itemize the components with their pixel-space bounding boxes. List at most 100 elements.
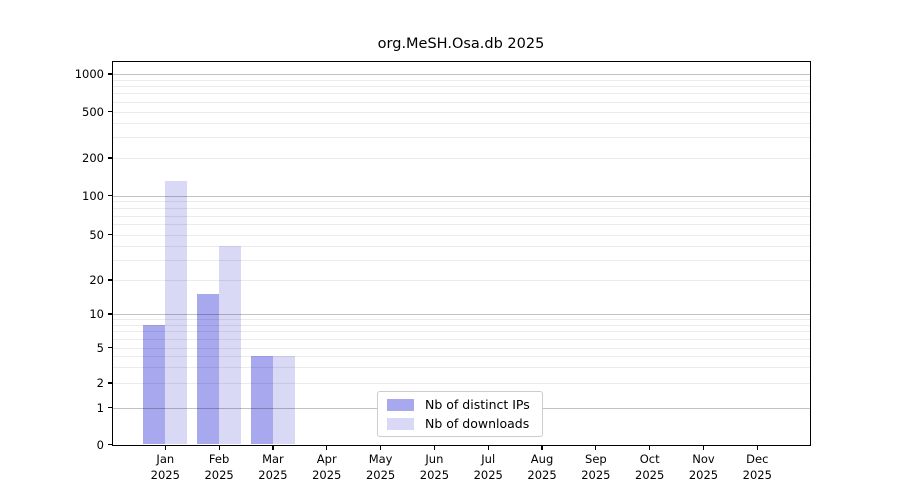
x-tick-label-jan: Jan 2025 xyxy=(137,452,193,483)
y-tick xyxy=(107,279,112,281)
x-tick-month: Jul xyxy=(481,452,496,466)
x-tick-label-nov: Nov 2025 xyxy=(676,452,732,483)
x-tick xyxy=(541,445,543,450)
y-tick-label: 2 xyxy=(96,376,104,390)
bar-distinct-ips-feb xyxy=(197,294,220,445)
gridline-minor xyxy=(112,86,810,88)
y-tick xyxy=(107,73,112,75)
x-tick xyxy=(164,445,166,450)
distinct-ips-swatch-icon xyxy=(387,398,414,411)
legend-item-downloads: Nb of downloads xyxy=(386,416,534,431)
x-tick xyxy=(595,445,597,450)
x-tick-label-mar: Mar 2025 xyxy=(245,452,301,483)
y-tick-label: 10 xyxy=(89,307,104,321)
x-tick-year: 2025 xyxy=(527,467,557,482)
y-tick xyxy=(107,382,112,384)
y-tick xyxy=(107,157,112,159)
x-tick-year: 2025 xyxy=(581,467,611,482)
y-tick-label: 20 xyxy=(89,273,104,287)
x-tick-month: Oct xyxy=(639,452,660,466)
x-tick xyxy=(272,445,274,450)
x-tick-label-aug: Aug 2025 xyxy=(514,452,570,483)
bar-distinct-ips-mar xyxy=(250,356,273,445)
gridline-minor xyxy=(112,208,810,210)
legend-item-distinct-ips: Nb of distinct IPs xyxy=(386,397,534,412)
gridline-minor xyxy=(112,201,810,203)
legend: Nb of distinct IPs Nb of downloads xyxy=(377,391,543,437)
gridline-major xyxy=(112,74,810,76)
x-tick-label-apr: Apr 2025 xyxy=(299,452,355,483)
gridline-major xyxy=(112,195,810,197)
x-tick xyxy=(379,445,382,450)
gridline-minor xyxy=(112,215,810,217)
gridline-minor xyxy=(112,259,810,261)
gridline-minor xyxy=(112,158,810,159)
x-tick-month: Dec xyxy=(746,452,769,466)
x-tick-month: Mar xyxy=(262,452,284,466)
gridline-minor xyxy=(112,224,810,226)
x-tick-label-jun: Jun 2025 xyxy=(406,452,462,483)
bar-downloads-feb xyxy=(219,245,242,445)
x-tick-month: Sep xyxy=(585,452,607,466)
x-tick-year: 2025 xyxy=(742,467,772,482)
y-tick-label: 1 xyxy=(96,400,104,415)
y-tick xyxy=(107,110,112,113)
x-tick-year: 2025 xyxy=(312,467,342,482)
x-tick-month: Jun xyxy=(425,452,444,466)
legend-label: Nb of downloads xyxy=(425,416,530,431)
x-tick-label-feb: Feb 2025 xyxy=(191,452,247,483)
x-tick-month: Jan xyxy=(156,452,175,466)
x-tick-month: Apr xyxy=(316,452,337,466)
x-tick-year: 2025 xyxy=(419,467,450,482)
gridline-minor xyxy=(112,111,810,113)
x-tick-label-jul: Jul 2025 xyxy=(460,452,516,483)
x-tick-label-may: May 2025 xyxy=(353,452,409,483)
x-tick-month: May xyxy=(368,452,393,466)
y-tick xyxy=(107,233,112,236)
y-tick xyxy=(107,443,112,446)
y-tick-label: 100 xyxy=(82,188,104,203)
x-tick-year: 2025 xyxy=(150,467,180,482)
x-tick-month: Nov xyxy=(692,452,715,466)
y-tick xyxy=(107,313,112,315)
gridline-minor xyxy=(112,122,810,124)
x-tick xyxy=(326,445,328,450)
gridline-minor xyxy=(112,280,810,281)
y-tick-label: 50 xyxy=(89,227,104,242)
x-tick-year: 2025 xyxy=(688,467,719,482)
x-tick-label-oct: Oct 2025 xyxy=(622,452,678,483)
gridline-minor xyxy=(112,245,810,247)
gridline-minor xyxy=(112,101,810,103)
y-tick xyxy=(107,406,112,409)
y-tick-label: 5 xyxy=(96,340,104,355)
x-tick-label-dec: Dec 2025 xyxy=(729,452,785,483)
gridline-minor xyxy=(112,79,810,81)
bar-downloads-mar xyxy=(272,356,295,445)
x-tick-year: 2025 xyxy=(204,467,234,482)
y-tick xyxy=(107,346,112,349)
x-tick-year: 2025 xyxy=(473,467,503,482)
legend-label: Nb of distinct IPs xyxy=(425,397,530,412)
y-tick-label: 0 xyxy=(96,437,104,452)
bar-downloads-jan xyxy=(165,181,188,445)
x-tick xyxy=(649,445,651,450)
x-tick xyxy=(218,445,220,450)
x-tick xyxy=(487,445,489,450)
bar-distinct-ips-jan xyxy=(143,324,166,445)
x-tick-label-sep: Sep 2025 xyxy=(568,452,624,483)
x-tick-month: Aug xyxy=(530,452,554,466)
x-tick-year: 2025 xyxy=(258,467,288,482)
downloads-swatch-icon xyxy=(387,417,414,430)
x-tick-month: Feb xyxy=(208,452,230,466)
gridline-minor xyxy=(112,93,810,95)
x-tick xyxy=(702,445,705,450)
gridline-minor xyxy=(112,234,810,236)
y-tick-label: 1000 xyxy=(74,67,104,81)
gridline-minor xyxy=(112,137,810,139)
x-tick-year: 2025 xyxy=(365,467,396,482)
x-tick-year: 2025 xyxy=(635,467,665,482)
y-tick-label: 500 xyxy=(82,104,104,119)
x-tick xyxy=(433,445,435,450)
y-tick-label: 200 xyxy=(82,151,104,165)
